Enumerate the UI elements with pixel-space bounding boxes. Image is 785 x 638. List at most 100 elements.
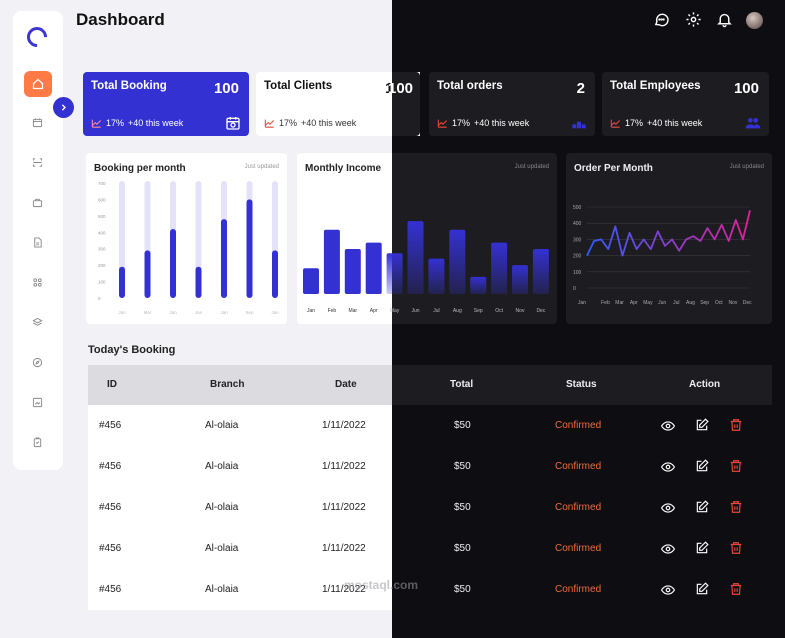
bar bbox=[195, 266, 202, 298]
sidebar-item-scan[interactable] bbox=[30, 155, 44, 169]
trash-icon[interactable] bbox=[729, 418, 743, 432]
stat-card-bookings[interactable]: Total Booking 100 17% +40 this week bbox=[83, 72, 249, 136]
bar bbox=[491, 242, 508, 294]
panel-updated: Just updated bbox=[729, 164, 764, 170]
sidebar-item-compass[interactable] bbox=[30, 355, 44, 369]
x-tick-label: Oct bbox=[715, 300, 723, 306]
column-header-date[interactable]: Date bbox=[335, 379, 357, 390]
edit-icon[interactable] bbox=[695, 418, 709, 432]
eye-icon[interactable] bbox=[661, 460, 675, 474]
edit-icon[interactable] bbox=[695, 459, 709, 473]
bar bbox=[428, 258, 445, 294]
x-tick-label: Oct bbox=[495, 308, 503, 314]
x-tick-label: Sep bbox=[474, 308, 483, 314]
edit-icon[interactable] bbox=[695, 500, 709, 514]
stat-value: 100 bbox=[213, 80, 239, 97]
eye-icon[interactable] bbox=[661, 542, 675, 556]
chat-icon[interactable] bbox=[653, 11, 670, 28]
stat-label: Total Employees bbox=[610, 80, 701, 92]
x-tick-label: Aug bbox=[686, 300, 695, 306]
sidebar-item-bag[interactable] bbox=[30, 195, 44, 209]
stat-label: Total Booking bbox=[91, 80, 167, 92]
sidebar-item-layers[interactable] bbox=[30, 315, 44, 329]
status-badge: Confirmed bbox=[555, 420, 602, 431]
image-icon bbox=[32, 397, 42, 407]
x-tick-label: May bbox=[390, 308, 400, 314]
column-header-action[interactable]: Action bbox=[689, 379, 721, 390]
eye-icon[interactable] bbox=[661, 501, 675, 515]
column-header-branch[interactable]: Branch bbox=[210, 379, 245, 390]
column-header-status[interactable]: Status bbox=[566, 379, 597, 390]
column-header-id[interactable]: ID bbox=[107, 379, 117, 390]
table-row[interactable]: #456 Al-olaia 1/11/2022 $50 Confirmed bbox=[88, 528, 772, 569]
cell-date: 1/11/2022 bbox=[322, 420, 366, 431]
x-tick-label: Dec bbox=[536, 308, 545, 314]
status-badge: Confirmed bbox=[555, 461, 602, 472]
status-badge: Confirmed bbox=[555, 543, 602, 554]
orders-line-chart: 500 400 300 200 100 0 Jan Feb Mar Apr May Jun Jul Aug… bbox=[573, 205, 752, 306]
table-row[interactable]: #456 Al-olaia 1/11/2022 $50 Confirmed bbox=[88, 569, 772, 610]
sidebar-toggle-button[interactable] bbox=[53, 97, 74, 118]
bar bbox=[170, 229, 176, 298]
sidebar-item-calendar[interactable] bbox=[30, 115, 44, 129]
cell-date: 1/11/2022 bbox=[322, 584, 366, 595]
x-tick-label: Jan bbox=[118, 310, 126, 315]
trash-icon[interactable] bbox=[729, 500, 743, 514]
row-light-bg bbox=[88, 569, 392, 610]
layers-icon bbox=[31, 317, 43, 326]
row-light-bg bbox=[88, 487, 392, 528]
sidebar-item-home[interactable] bbox=[24, 71, 52, 97]
stat-card-employees[interactable]: Total Employees 100 17% +40 this week bbox=[602, 72, 769, 136]
trend-note: +40 this week bbox=[647, 118, 703, 128]
panel-title: Monthly Income bbox=[305, 163, 382, 174]
y-tick-label: 600 bbox=[98, 197, 106, 202]
bar bbox=[221, 219, 227, 298]
avatar[interactable] bbox=[746, 12, 763, 29]
cell-total: $50 bbox=[454, 461, 471, 472]
sidebar-item-clipboard[interactable] bbox=[30, 435, 44, 449]
sidebar-item-grid[interactable] bbox=[30, 275, 44, 289]
bar bbox=[407, 221, 424, 294]
stat-label: Total orders bbox=[437, 80, 503, 92]
cell-date: 1/11/2022 bbox=[322, 502, 366, 513]
card-dark-overlay bbox=[392, 72, 420, 136]
document-icon bbox=[33, 236, 42, 248]
trend-up-icon bbox=[264, 119, 275, 128]
cell-branch: Al-olaia bbox=[205, 461, 239, 472]
bell-icon[interactable] bbox=[716, 11, 733, 28]
table-row[interactable]: #456 Al-olaia 1/11/2022 $50 Confirmed bbox=[88, 446, 772, 487]
column-header-total[interactable]: Total bbox=[450, 379, 474, 390]
edit-icon[interactable] bbox=[695, 541, 709, 555]
cell-total: $50 bbox=[454, 502, 471, 513]
stat-value: 2 bbox=[576, 80, 585, 97]
stat-card-orders[interactable]: Total orders 2 17% +40 this week bbox=[429, 72, 595, 136]
bar bbox=[365, 242, 382, 294]
gear-icon[interactable] bbox=[685, 11, 702, 28]
cell-id: #456 bbox=[99, 461, 122, 472]
trash-icon[interactable] bbox=[729, 541, 743, 555]
watermark: mostaql.com bbox=[344, 578, 419, 592]
x-tick-label: Jun bbox=[658, 300, 666, 306]
panel-updated: Just updated bbox=[514, 164, 549, 170]
booking-chart-panel: Booking per month Just updated 700 600 500… bbox=[86, 153, 287, 324]
stat-trend: 17% +40 this week bbox=[264, 118, 356, 128]
y-tick-label: 100 bbox=[98, 280, 106, 285]
trash-icon[interactable] bbox=[729, 582, 743, 596]
trash-icon[interactable] bbox=[729, 459, 743, 473]
sidebar-item-document[interactable] bbox=[30, 235, 44, 249]
x-tick-label: Jan bbox=[307, 308, 315, 314]
table-row[interactable]: #456 Al-olaia 1/11/2022 $50 Confirmed bbox=[88, 487, 772, 528]
eye-icon[interactable] bbox=[661, 419, 675, 433]
x-tick-label: Jul bbox=[433, 308, 439, 314]
edit-icon[interactable] bbox=[695, 582, 709, 596]
cell-date: 1/11/2022 bbox=[322, 543, 366, 554]
trend-percent: 17% bbox=[106, 118, 125, 128]
x-tick-label: May bbox=[643, 300, 653, 306]
table-row[interactable]: #456 Al-olaia 1/11/2022 $50 Confirmed bbox=[88, 405, 772, 446]
row-light-bg bbox=[88, 528, 392, 569]
series-line bbox=[586, 210, 751, 257]
eye-icon[interactable] bbox=[661, 583, 675, 597]
sidebar-item-image[interactable] bbox=[30, 395, 44, 409]
x-tick-label: Mar bbox=[615, 300, 624, 306]
panel-title: Booking per month bbox=[94, 163, 186, 174]
